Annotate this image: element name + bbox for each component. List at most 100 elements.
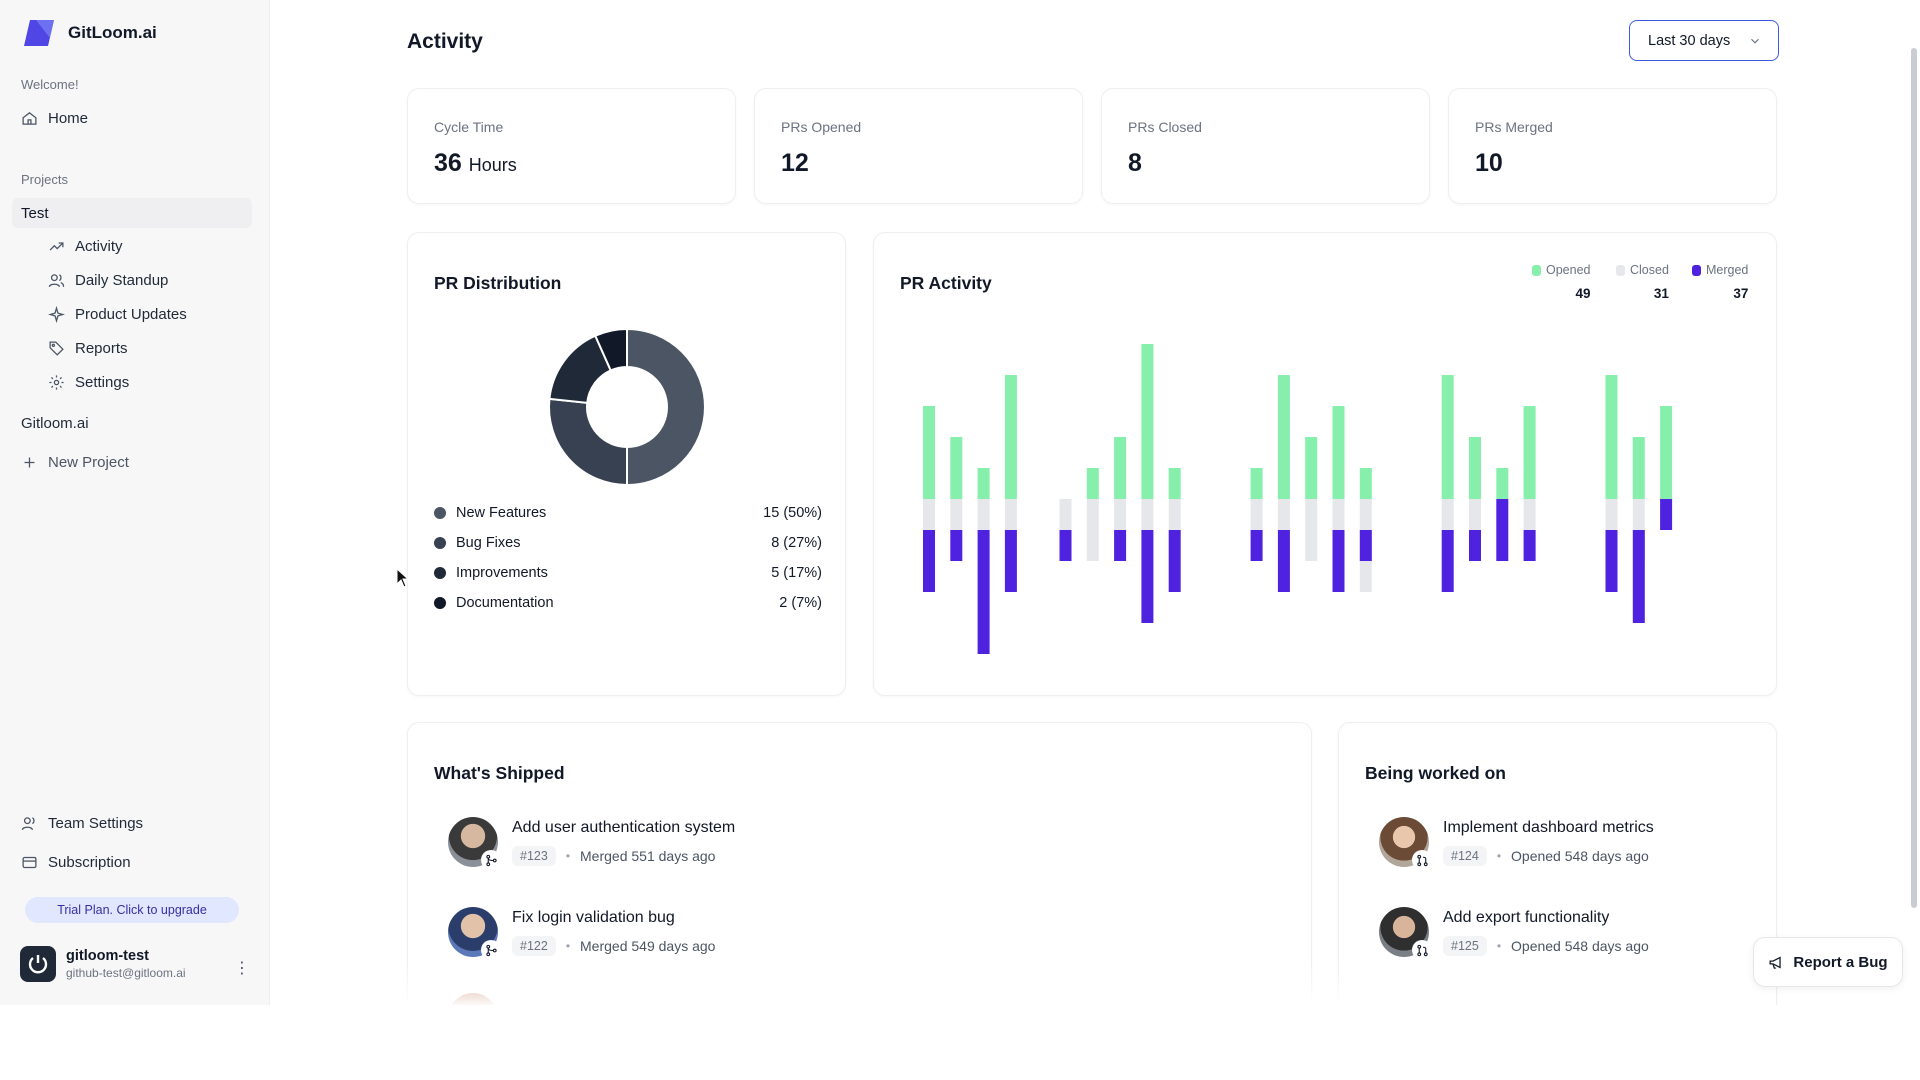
legend-label-row: Merged xyxy=(1692,263,1748,277)
bar-opened-15 xyxy=(1305,437,1318,499)
sidebar-project-test[interactable]: Test xyxy=(21,205,49,222)
legend-dot xyxy=(434,567,446,579)
list-item[interactable]: Add user authentication system #123 • Me… xyxy=(448,817,735,870)
list-item[interactable]: Implement dashboard metrics #124 • Opene… xyxy=(1379,817,1654,870)
sidebar-item-reports[interactable]: Reports xyxy=(48,340,128,357)
bar-closed-20 xyxy=(1441,499,1454,530)
bar-opened-4 xyxy=(1004,375,1017,499)
separator: • xyxy=(565,849,571,863)
bar-merged-20 xyxy=(1441,530,1454,592)
pr-meta: #123 • Merged 551 days ago xyxy=(512,846,735,866)
sidebar-item-home[interactable]: Home xyxy=(21,110,88,127)
pr-number: #122 xyxy=(512,936,556,956)
sidebar-item-activity[interactable]: Activity xyxy=(48,238,123,255)
trial-upgrade-button[interactable]: Trial Plan. Click to upgrade xyxy=(25,897,239,923)
pr-number: #123 xyxy=(512,846,556,866)
more-vertical-icon[interactable]: ⋮ xyxy=(234,960,250,977)
bar-merged-3 xyxy=(977,530,990,654)
sidebar-item-daily-standup[interactable]: Daily Standup xyxy=(48,272,168,289)
bar-closed-10 xyxy=(1168,499,1181,530)
distribution-legend-row: Improvements 5 (17%) xyxy=(434,565,822,581)
list-item[interactable]: Add export functionality #125 • Opened 5… xyxy=(1379,907,1649,960)
pr-meta: #122 • Merged 549 days ago xyxy=(512,936,715,956)
bar-closed-4 xyxy=(1004,499,1017,530)
pr-activity-chart xyxy=(923,344,1673,654)
pull-request-icon xyxy=(1412,940,1432,960)
legend-opened: Opened 49 xyxy=(1532,263,1590,301)
scrollbar[interactable] xyxy=(1911,48,1917,908)
legend-value: 15 (50%) xyxy=(763,505,822,521)
bar-merged-9 xyxy=(1141,530,1154,623)
bar-closed-6 xyxy=(1059,499,1072,530)
stat-label: PRs Closed xyxy=(1128,119,1202,135)
stat-card-prs-opened: PRs Opened 12 xyxy=(754,88,1083,204)
date-range-value: Last 30 days xyxy=(1648,32,1731,49)
bar-opened-26 xyxy=(1605,375,1618,499)
avatar xyxy=(448,817,501,870)
list-item[interactable]: Fix login validation bug #122 • Merged 5… xyxy=(448,907,715,960)
page-title: Activity xyxy=(407,30,483,53)
sidebar-item-settings[interactable]: Settings xyxy=(48,374,129,391)
scroll-fade xyxy=(400,960,1500,1005)
bar-opened-13 xyxy=(1250,468,1263,499)
merge-icon xyxy=(481,940,501,960)
legend-dot xyxy=(434,537,446,549)
gear-icon xyxy=(49,375,64,390)
sparkle-icon xyxy=(48,306,65,323)
legend-swatch xyxy=(1616,264,1625,276)
sidebar-org-gitloom[interactable]: Gitloom.ai xyxy=(21,415,89,432)
user-name: gitloom-test xyxy=(66,948,149,964)
stat-value: 12 xyxy=(781,149,809,177)
legend-name: Closed xyxy=(1630,263,1669,277)
pr-distribution-card: PR Distribution New Features 15 (50%) Bu… xyxy=(407,232,846,696)
report-bug-label: Report a Bug xyxy=(1793,953,1888,971)
bar-merged-2 xyxy=(950,530,963,561)
card-title: Being worked on xyxy=(1365,763,1506,783)
legend-value: 2 (7%) xyxy=(779,595,822,611)
legend-name: Improvements xyxy=(456,565,548,581)
bar-opened-20 xyxy=(1441,375,1454,499)
pr-status: Merged 549 days ago xyxy=(580,938,716,954)
stat-label: Cycle Time xyxy=(434,119,504,135)
bar-merged-10 xyxy=(1168,530,1181,592)
report-bug-button[interactable]: Report a Bug xyxy=(1753,937,1903,987)
bar-opened-1 xyxy=(923,406,935,499)
bar-opened-27 xyxy=(1632,437,1645,499)
bar-closed-7 xyxy=(1086,499,1099,561)
brand[interactable]: GitLoom.ai xyxy=(22,18,157,48)
tag-icon xyxy=(49,341,64,356)
sidebar-item-subscription[interactable]: Subscription xyxy=(21,854,131,871)
credit-card-icon xyxy=(22,856,37,869)
bar-merged-13 xyxy=(1250,530,1263,561)
stat-value: 36 Hours xyxy=(434,149,517,178)
project-row-highlight xyxy=(12,198,252,228)
donut-slice-new-features xyxy=(626,327,706,487)
avatar xyxy=(448,907,501,960)
user-profile[interactable]: gitloom-test github-test@gitloom.ai xyxy=(20,946,250,982)
card-title: PR Distribution xyxy=(434,273,562,293)
sidebar-item-product-updates[interactable]: Product Updates xyxy=(48,306,187,323)
stat-card-cycle-time: Cycle Time 36 Hours xyxy=(407,88,736,204)
separator: • xyxy=(1496,849,1502,863)
stat-label: PRs Opened xyxy=(781,119,862,135)
bar-merged-8 xyxy=(1114,530,1127,561)
bar-opened-28 xyxy=(1660,406,1673,499)
legend-total: 49 xyxy=(1575,286,1591,301)
legend-total: 37 xyxy=(1733,286,1749,301)
stat-label: PRs Merged xyxy=(1475,119,1553,135)
sidebar-item-label: Settings xyxy=(75,374,130,391)
bar-opened-9 xyxy=(1141,344,1154,499)
legend-name: Opened xyxy=(1546,263,1591,277)
stat-unit: Hours xyxy=(468,155,517,175)
sidebar-item-label: Reports xyxy=(75,340,128,357)
megaphone-icon xyxy=(1769,956,1782,969)
stat-value: 10 xyxy=(1475,149,1503,177)
bar-merged-4 xyxy=(1004,530,1017,592)
sidebar-item-team-settings[interactable]: Team Settings xyxy=(21,815,143,832)
legend-swatch xyxy=(1692,264,1701,276)
stat-value: 8 xyxy=(1128,149,1142,177)
legend-label-row: Closed xyxy=(1616,263,1669,277)
new-project-button[interactable]: New Project xyxy=(21,454,129,471)
date-range-select[interactable]: Last 30 days xyxy=(1629,20,1779,61)
users-icon xyxy=(48,274,65,288)
